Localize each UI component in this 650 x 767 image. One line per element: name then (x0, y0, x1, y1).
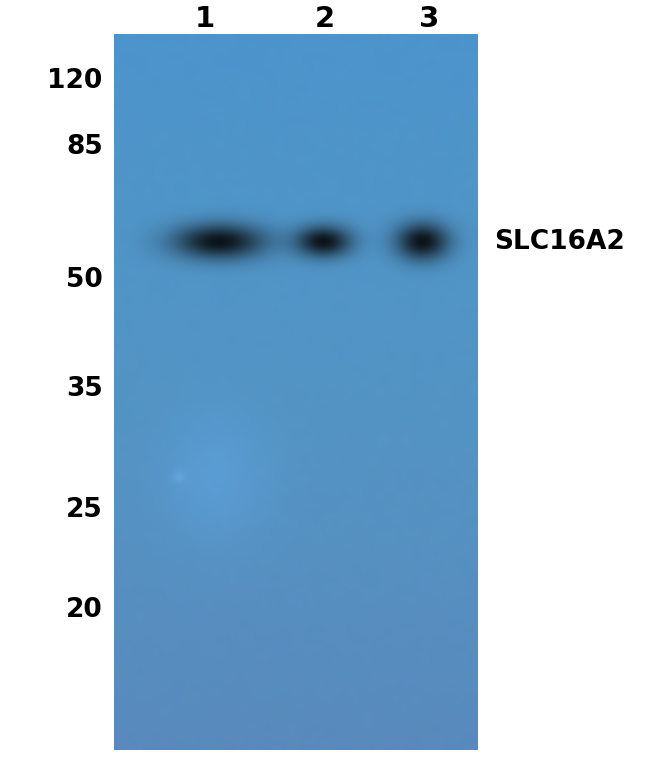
Text: 2: 2 (315, 5, 335, 33)
Text: 20: 20 (66, 597, 103, 623)
Text: 35: 35 (66, 376, 103, 402)
Text: 85: 85 (66, 134, 103, 160)
Text: 25: 25 (66, 497, 103, 523)
Text: 1: 1 (194, 5, 215, 33)
Text: 3: 3 (419, 5, 439, 33)
Text: 50: 50 (66, 267, 103, 293)
Text: SLC16A2: SLC16A2 (494, 229, 625, 255)
Text: 120: 120 (47, 67, 103, 94)
